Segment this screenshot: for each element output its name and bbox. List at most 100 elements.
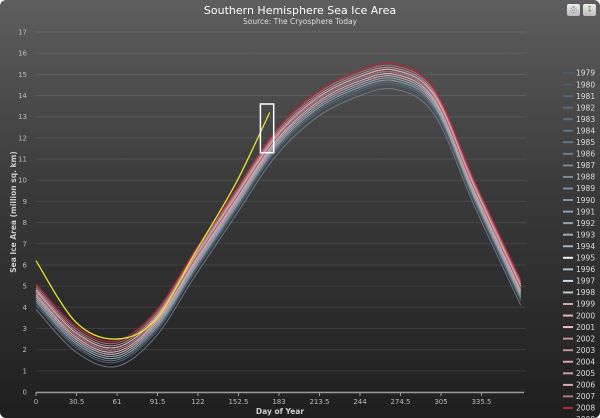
legend-item-2002[interactable]: 2002 [563, 334, 595, 343]
highlight-series-line [35, 112, 271, 340]
legend-label: 2007 [576, 392, 595, 401]
legend-item-1980[interactable]: 1980 [563, 80, 595, 89]
legend-item-1992[interactable]: 1992 [563, 219, 595, 228]
legend-label: 2005 [576, 369, 595, 378]
legend-item-1986[interactable]: 1986 [563, 150, 595, 159]
y-tick-label: 8 [23, 219, 27, 227]
legend-label: 1981 [576, 92, 595, 101]
series-lines [35, 62, 522, 368]
y-tick-label: 14 [18, 92, 27, 100]
series-line-1995 [35, 68, 522, 349]
legend-item-1985[interactable]: 1985 [563, 138, 595, 147]
series-line-1999 [35, 73, 522, 353]
legend-item-1988[interactable]: 1988 [563, 173, 595, 182]
legend-item-1990[interactable]: 1990 [563, 196, 595, 205]
legend-item-1995[interactable]: 1995 [563, 254, 595, 263]
legend-item-2001[interactable]: 2001 [563, 323, 595, 332]
x-tick-label: 0 [34, 398, 38, 406]
x-tick-label: 244 [353, 398, 367, 406]
series-line-1998 [35, 71, 522, 351]
legend-label: 1991 [576, 207, 595, 216]
legend-item-2007[interactable]: 2007 [563, 392, 595, 401]
legend-label: 1984 [576, 126, 595, 135]
x-axis-label: Day of Year [256, 407, 304, 416]
download-icon[interactable]: ↧ [583, 4, 596, 16]
series-line-2002 [35, 75, 522, 355]
series-line-2000 [35, 71, 522, 351]
legend-item-1997[interactable]: 1997 [563, 277, 595, 286]
printer-icon[interactable]: ⎙ [567, 4, 580, 16]
legend-label: 1993 [576, 230, 595, 239]
legend-item-1999[interactable]: 1999 [563, 300, 595, 309]
legend-item-1994[interactable]: 1994 [563, 242, 595, 251]
legend-item-2000[interactable]: 2000 [563, 311, 595, 320]
series-line-2007 [35, 64, 522, 345]
legend-item-1983[interactable]: 1983 [563, 115, 595, 124]
legend-item-2008[interactable]: 2008 [563, 404, 595, 413]
legend-item-2003[interactable]: 2003 [563, 346, 595, 355]
x-tick-label: 213.5 [309, 398, 329, 406]
legend-label: 1980 [576, 80, 595, 89]
legend-item-2009[interactable]: 2009 [563, 415, 595, 418]
series-line-1984 [35, 81, 522, 362]
chart-subtitle: Source: The Cryosphere Today [243, 17, 357, 26]
legend-item-2004[interactable]: 2004 [563, 357, 595, 366]
legend-item-1991[interactable]: 1991 [563, 207, 595, 216]
y-tick-label: 11 [18, 156, 27, 164]
legend-item-2005[interactable]: 2005 [563, 369, 595, 378]
legend-label: 1995 [576, 254, 595, 263]
series-line-2003 [35, 68, 522, 349]
legend-item-1979[interactable]: 1979 [563, 69, 595, 78]
y-tick-label: 10 [18, 177, 27, 185]
y-tick-label: 3 [23, 325, 27, 333]
x-tick-label: 152.5 [228, 398, 248, 406]
x-tick-label: 305 [434, 398, 447, 406]
legend-item-1998[interactable]: 1998 [563, 288, 595, 297]
legend-label: 1985 [576, 138, 595, 147]
series-line-2001 [35, 68, 522, 349]
y-tick-label: 4 [23, 304, 28, 312]
legend-label: 2009 [576, 415, 595, 418]
legend-item-1981[interactable]: 1981 [563, 92, 595, 101]
series-line-1986 [35, 88, 522, 368]
legend-label: 1987 [576, 161, 595, 170]
gridlines [36, 31, 526, 393]
chart-title: Southern Hemisphere Sea Ice Area [203, 4, 397, 17]
legend-item-1982[interactable]: 1982 [563, 103, 595, 112]
legend-item-1989[interactable]: 1989 [563, 184, 595, 193]
y-tick-label: 16 [18, 50, 27, 58]
legend-item-2006[interactable]: 2006 [563, 381, 595, 390]
series-line-2006 [35, 68, 522, 349]
x-tick-label: 91.5 [150, 398, 166, 406]
legend-label: 1990 [576, 196, 595, 205]
y-tick-label: 15 [18, 71, 27, 79]
legend-item-1996[interactable]: 1996 [563, 265, 595, 274]
x-tick-label: 30.5 [69, 398, 85, 406]
legend-label: 1982 [576, 103, 595, 112]
series-line-2005 [35, 66, 522, 347]
legend-item-1984[interactable]: 1984 [563, 126, 595, 135]
y-tick-label: 0 [23, 389, 27, 397]
series-line-2004 [35, 71, 522, 351]
y-tick-label: 17 [18, 29, 27, 37]
y-tick-label: 7 [23, 240, 27, 248]
legend-label: 1988 [576, 173, 595, 182]
legend-item-1987[interactable]: 1987 [563, 161, 595, 170]
legend-label: 1999 [576, 300, 595, 309]
y-tick-label: 6 [23, 261, 28, 269]
series-line-2009 [35, 71, 522, 351]
legend-label: 2000 [576, 311, 595, 320]
y-tick-label: 1 [23, 367, 27, 375]
legend-label: 1989 [576, 184, 595, 193]
legend-item-1993[interactable]: 1993 [563, 230, 595, 239]
legend: 1979 1980 1981 1982 1983 1984 1985 1986 1987 1988… [563, 69, 595, 418]
y-tick-label: 13 [18, 113, 27, 121]
legend-label: 2003 [576, 346, 595, 355]
series-line-1991 [35, 79, 522, 360]
x-tick-label: 183 [272, 398, 285, 406]
legend-label: 1997 [576, 277, 595, 286]
x-axis: 0 30.5 61 91.5 122 152.5 183 213.5 244 274.5 305 33… [34, 391, 524, 406]
